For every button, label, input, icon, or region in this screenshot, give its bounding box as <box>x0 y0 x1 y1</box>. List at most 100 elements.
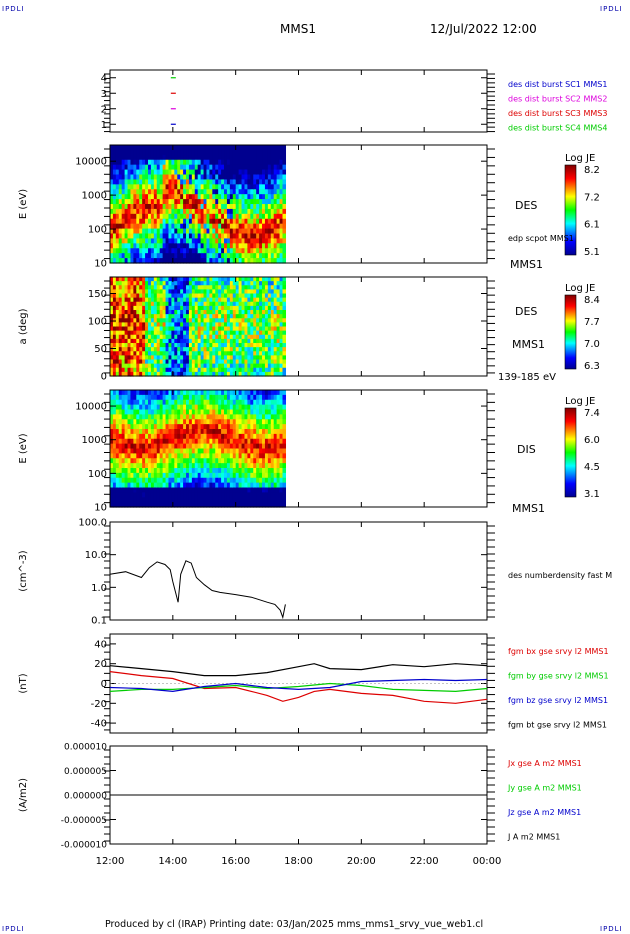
ytick-label: 1000 <box>82 435 107 446</box>
legend-entry: des dist burst SC3 MMS3 <box>508 109 607 118</box>
ytick-label: 0.1 <box>91 616 107 627</box>
series-line-b0 <box>109 671 488 704</box>
ytick-label: 100 <box>88 225 107 236</box>
colorbar-title: Log JE <box>565 153 595 164</box>
ytick-label: 0 <box>101 679 107 690</box>
ytick-label: 1.0 <box>91 583 107 594</box>
legend-entry: des dist burst SC2 MMS2 <box>508 95 607 104</box>
ytick-label: 10000 <box>75 402 107 413</box>
spacecraft-title: MMS1 <box>280 22 316 36</box>
ylabel-des-energy: E (eV) <box>18 189 29 219</box>
corner-label-top-left: IPDLI <box>2 5 25 13</box>
colorbar-des-pitch-angle <box>564 294 577 370</box>
colorbar-tick-label: 7.2 <box>584 192 600 203</box>
spectrogram-dis-energy <box>110 390 287 508</box>
series-line-density <box>109 560 286 620</box>
corner-label-bottom-left: IPDLI <box>2 925 25 933</box>
ytick-label: -0.000005 <box>61 816 107 826</box>
ytick-label: 10.0 <box>85 550 107 561</box>
ytick-label: 2 <box>101 104 107 115</box>
ytick-label: -40 <box>91 719 107 730</box>
panel-side-label: DES <box>515 199 537 212</box>
legend-entry: des numberdensity fast M <box>508 571 612 580</box>
ytick-label: 1000 <box>82 191 107 202</box>
xtick-label: 22:00 <box>410 856 439 867</box>
panel-side-label: 139-185 eV <box>498 372 556 383</box>
legend-entry: des dist burst SC4 MMS4 <box>508 124 607 133</box>
ytick-label: 1 <box>101 120 107 131</box>
spectrogram-des-pitch-angle <box>110 277 287 377</box>
ylabel-density: (cm^-3) <box>18 550 29 591</box>
ylabel-dis-energy: E (eV) <box>18 433 29 463</box>
ytick-label: 40 <box>94 639 107 650</box>
colorbar-tick-label: 8.2 <box>584 165 600 176</box>
legend-entry: fgm bz gse srvy l2 MMS1 <box>508 696 608 705</box>
legend-entry: fgm by gse srvy l2 MMS1 <box>508 672 609 681</box>
xtick-label: 20:00 <box>347 856 376 867</box>
spectrogram-des-energy <box>110 145 287 264</box>
colorbar-tick-label: 4.5 <box>584 462 600 473</box>
legend-entry: Jy gse A m2 MMS1 <box>507 784 582 793</box>
ylabel-magnetic-field: (nT) <box>18 673 29 693</box>
ytick-label: 20 <box>94 659 107 670</box>
legend-entry: Jx gse A m2 MMS1 <box>507 759 582 768</box>
ytick-label: -0.000010 <box>61 841 107 851</box>
ytick-label: 0.000000 <box>64 792 107 802</box>
ytick-label: 0.000005 <box>64 767 107 777</box>
colorbar-tick-label: 6.0 <box>584 435 600 446</box>
xtick-label: 00:00 <box>473 856 502 867</box>
ytick-label: 100.0 <box>78 518 107 529</box>
legend-entry: fgm bt gse srvy l2 MMS1 <box>508 721 607 730</box>
colorbar-tick-label: 6.3 <box>584 361 600 372</box>
panel-side-label: MMS1 <box>510 258 543 271</box>
panel-side-label: edp scpot MMS1 <box>508 234 574 243</box>
colorbar-tick-label: 5.1 <box>584 247 600 258</box>
series-line-b2 <box>109 678 488 693</box>
xtick-label: 18:00 <box>284 856 313 867</box>
legend-entry: fgm bx gse srvy l2 MMS1 <box>508 647 609 656</box>
panel-side-label: DES <box>515 305 537 318</box>
colorbar-des-energy <box>564 164 577 256</box>
series-line-b1 <box>109 682 488 693</box>
xtick-label: 14:00 <box>158 856 187 867</box>
ytick-label: 4 <box>101 73 107 84</box>
corner-label-top-right: IPDLI <box>600 5 623 13</box>
series-line-b3 <box>109 663 488 677</box>
ytick-label: 3 <box>101 89 107 100</box>
panel-side-label: DIS <box>517 443 536 456</box>
panel-side-label: MMS1 <box>512 502 545 515</box>
xtick-label: 16:00 <box>221 856 250 867</box>
colorbar-dis-energy <box>564 407 577 498</box>
colorbar-tick-label: 7.0 <box>584 339 600 350</box>
ytick-label: 150 <box>88 289 107 300</box>
colorbar-tick-label: 7.4 <box>584 408 600 419</box>
legend-entry: des dist burst SC1 MMS1 <box>508 80 607 89</box>
panel-side-label: MMS1 <box>512 338 545 351</box>
colorbar-tick-label: 6.1 <box>584 220 600 231</box>
ylabel-current-density: (A/m2) <box>18 778 29 812</box>
legend-entry: Jz gse A m2 MMS1 <box>507 808 581 817</box>
colorbar-title: Log JE <box>565 283 595 294</box>
ytick-label: 0.000010 <box>64 743 107 753</box>
corner-label-bottom-right: IPDLI <box>600 925 623 933</box>
panel-frame-burst-availability <box>109 69 488 133</box>
ytick-label: 50 <box>94 344 107 355</box>
legend-entry: J A m2 MMS1 <box>507 833 560 842</box>
colorbar-tick-label: 7.7 <box>584 317 600 328</box>
ytick-label: 0 <box>101 372 107 383</box>
colorbar-tick-label: 3.1 <box>584 489 600 500</box>
ylabel-des-pitch-angle: a (deg) <box>18 308 29 344</box>
ytick-label: 100 <box>88 469 107 480</box>
panel-frame-density <box>109 521 488 621</box>
colorbar-tick-label: 8.4 <box>584 295 600 306</box>
footer-text: Produced by cl (IRAP) Printing date: 03/… <box>105 919 484 930</box>
ytick-label: 10 <box>94 503 107 514</box>
datetime-title: 12/Jul/2022 12:00 <box>430 22 537 36</box>
colorbar-title: Log JE <box>565 396 595 407</box>
ytick-label: 10000 <box>75 157 107 168</box>
xtick-label: 12:00 <box>96 856 125 867</box>
ytick-label: -20 <box>91 699 107 710</box>
ytick-label: 100 <box>88 317 107 328</box>
